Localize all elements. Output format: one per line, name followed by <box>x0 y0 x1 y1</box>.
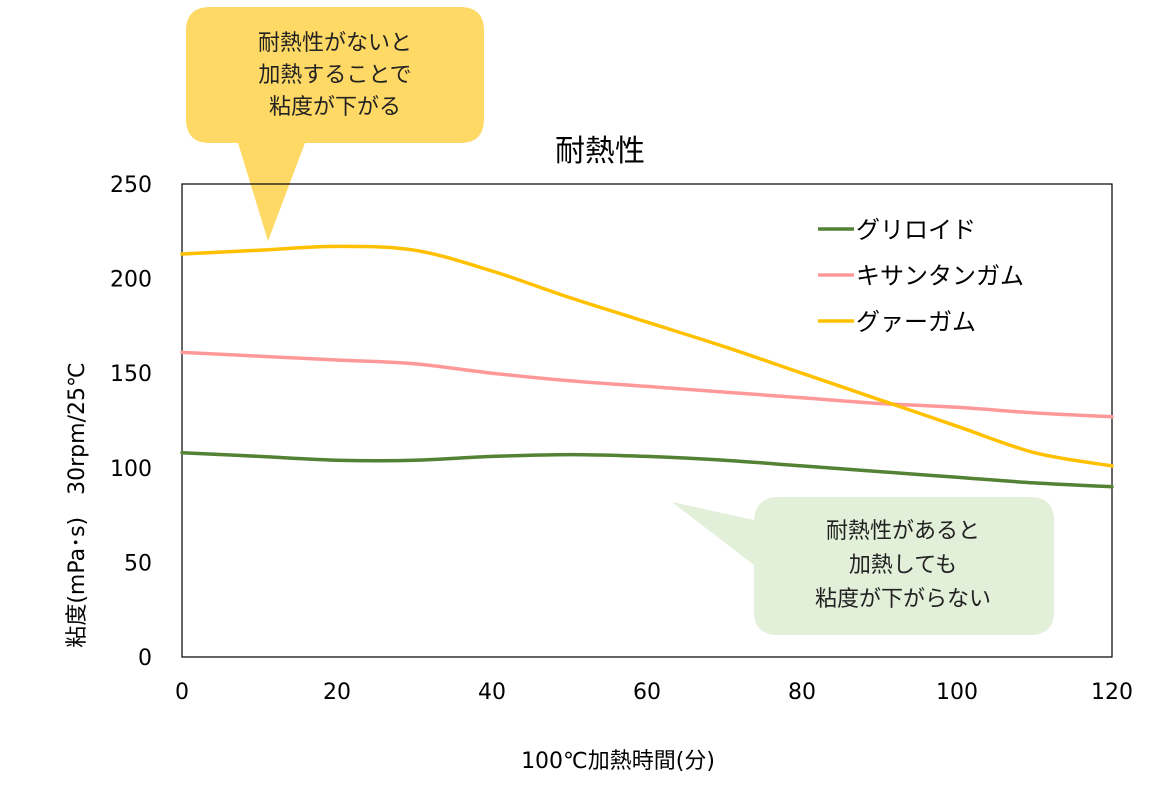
series-line-2 <box>180 350 1114 419</box>
callout-yellow-line-2: 加熱することで <box>258 63 411 88</box>
series-line-1 <box>180 450 1114 489</box>
y-tick-label: 200 <box>110 268 152 293</box>
y-tick-label: 250 <box>110 173 152 198</box>
callout-green-line-1: 耐熱性があると <box>826 519 980 544</box>
x-tick-label: 40 <box>478 680 506 705</box>
legend-label: グァーガム <box>856 308 976 336</box>
plot-area <box>181 183 1113 658</box>
x-tick-label: 60 <box>633 680 661 705</box>
series-layer <box>180 244 1114 489</box>
callout-heat-resistance: 耐熱性があると 加熱しても 粘度が下がらない <box>672 497 1054 635</box>
callout-yellow-line-1: 耐熱性がないと <box>258 31 412 56</box>
x-tick-label: 120 <box>1091 680 1133 705</box>
callout-green-line-2: 加熱しても <box>849 553 957 578</box>
x-tick-label: 0 <box>175 680 189 705</box>
y-axis-title: 粘度(mPa･s) 30rpm/25℃ <box>65 362 90 647</box>
callout-yellow-line-3: 粘度が下がる <box>269 95 401 120</box>
callout-bubble-green <box>672 497 1054 635</box>
callout-bubble-yellow <box>186 7 484 241</box>
y-tick-label: 50 <box>124 551 152 576</box>
x-tick-label: 100 <box>936 680 978 705</box>
legend-label: グリロイド <box>856 216 976 244</box>
x-tick-label: 20 <box>323 680 351 705</box>
callout-no-heat-resistance: 耐熱性がないと 加熱することで 粘度が下がる <box>186 7 484 241</box>
legend-label: キサンタンガム <box>856 262 1024 290</box>
y-axis: 0 50 100 150 200 250 <box>110 173 152 671</box>
x-axis-title: 100℃加熱時間(分) <box>521 749 715 774</box>
y-tick-label: 0 <box>138 646 152 671</box>
series-line-3 <box>180 244 1114 468</box>
x-tick-label: 80 <box>788 680 816 705</box>
chart-title: 耐熱性 <box>555 134 645 169</box>
y-tick-label: 100 <box>110 457 152 482</box>
x-axis: 0 20 40 60 80 100 120 <box>175 680 1133 705</box>
y-tick-label: 150 <box>110 362 152 387</box>
callout-green-line-3: 粘度が下がらない <box>815 587 991 612</box>
